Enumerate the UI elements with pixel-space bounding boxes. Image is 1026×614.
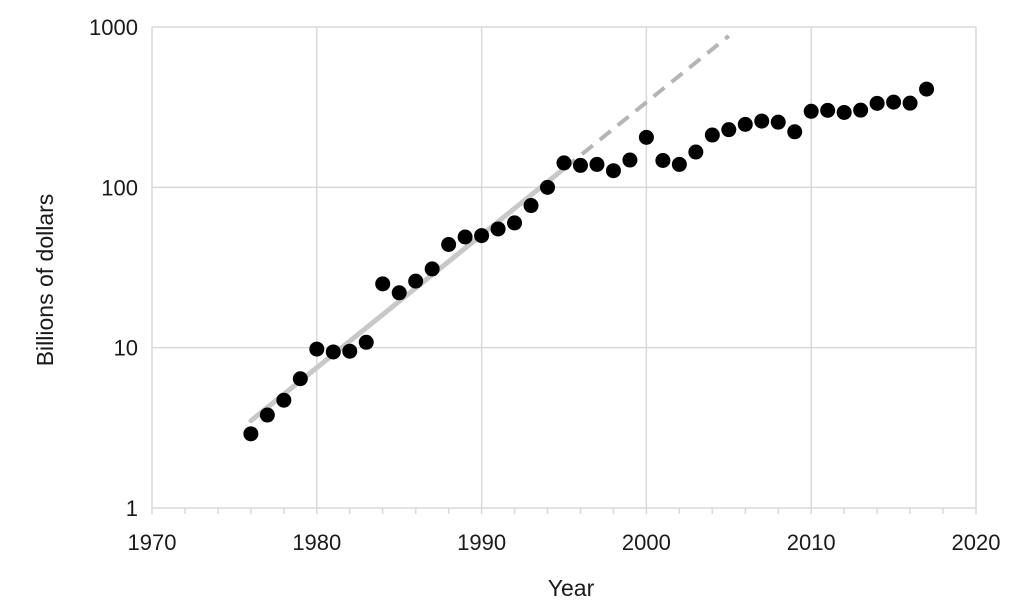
data-point: [919, 81, 935, 97]
data-point: [572, 157, 588, 173]
x-tick-label: 1980: [292, 530, 341, 555]
y-tick-label: 100: [101, 175, 138, 200]
data-point: [325, 344, 341, 360]
data-point: [391, 285, 407, 301]
data-point: [424, 261, 440, 277]
y-tick-label: 1000: [89, 15, 138, 40]
data-point: [622, 152, 638, 168]
data-point: [259, 407, 275, 423]
data-point: [243, 426, 259, 442]
data-point: [507, 215, 523, 231]
x-tick-label: 1990: [457, 530, 506, 555]
data-point: [902, 95, 918, 111]
data-point: [358, 334, 374, 350]
data-point: [441, 236, 457, 252]
data-point: [523, 198, 539, 214]
data-point: [589, 156, 605, 172]
data-point: [655, 153, 671, 169]
x-tick-label: 2010: [787, 530, 836, 555]
data-point: [556, 155, 572, 171]
x-axis-title: Year: [548, 575, 595, 601]
data-point: [836, 104, 852, 120]
data-point: [688, 144, 704, 160]
data-point: [490, 221, 506, 237]
data-point: [787, 124, 803, 140]
grid: [152, 26, 977, 508]
data-point: [704, 127, 720, 143]
data-point: [886, 94, 902, 110]
y-axis-title: Billions of dollars: [32, 194, 58, 367]
axes: [151, 27, 977, 514]
data-point: [408, 273, 424, 289]
data-point: [754, 113, 770, 129]
tick-labels: 1970 1980 1990 2000 2010 2020 1 10 100 1000: [89, 15, 1000, 555]
trend-line-dashed: [562, 34, 731, 171]
data-point: [820, 102, 836, 118]
data-point: [309, 341, 325, 357]
x-tick-label: 2000: [622, 530, 671, 555]
data-point: [342, 343, 358, 359]
y-tick-label: 1: [126, 496, 138, 521]
data-point: [671, 156, 687, 172]
data-point: [803, 103, 819, 119]
data-point: [474, 228, 490, 244]
data-point: [457, 229, 473, 245]
data-point: [375, 276, 391, 292]
x-tick-label: 1970: [128, 530, 177, 555]
data-point: [737, 116, 753, 132]
data-point: [276, 392, 292, 408]
data-point: [605, 163, 621, 179]
y-tick-label: 10: [114, 336, 138, 361]
data-points: [243, 81, 935, 442]
data-point: [540, 179, 556, 195]
data-point: [770, 114, 786, 130]
data-point: [853, 102, 869, 118]
trend-line: [248, 34, 731, 424]
data-point: [869, 95, 885, 111]
data-point: [638, 129, 654, 145]
data-point: [292, 371, 308, 387]
x-tick-label: 2020: [952, 530, 1001, 555]
data-point: [721, 122, 737, 138]
